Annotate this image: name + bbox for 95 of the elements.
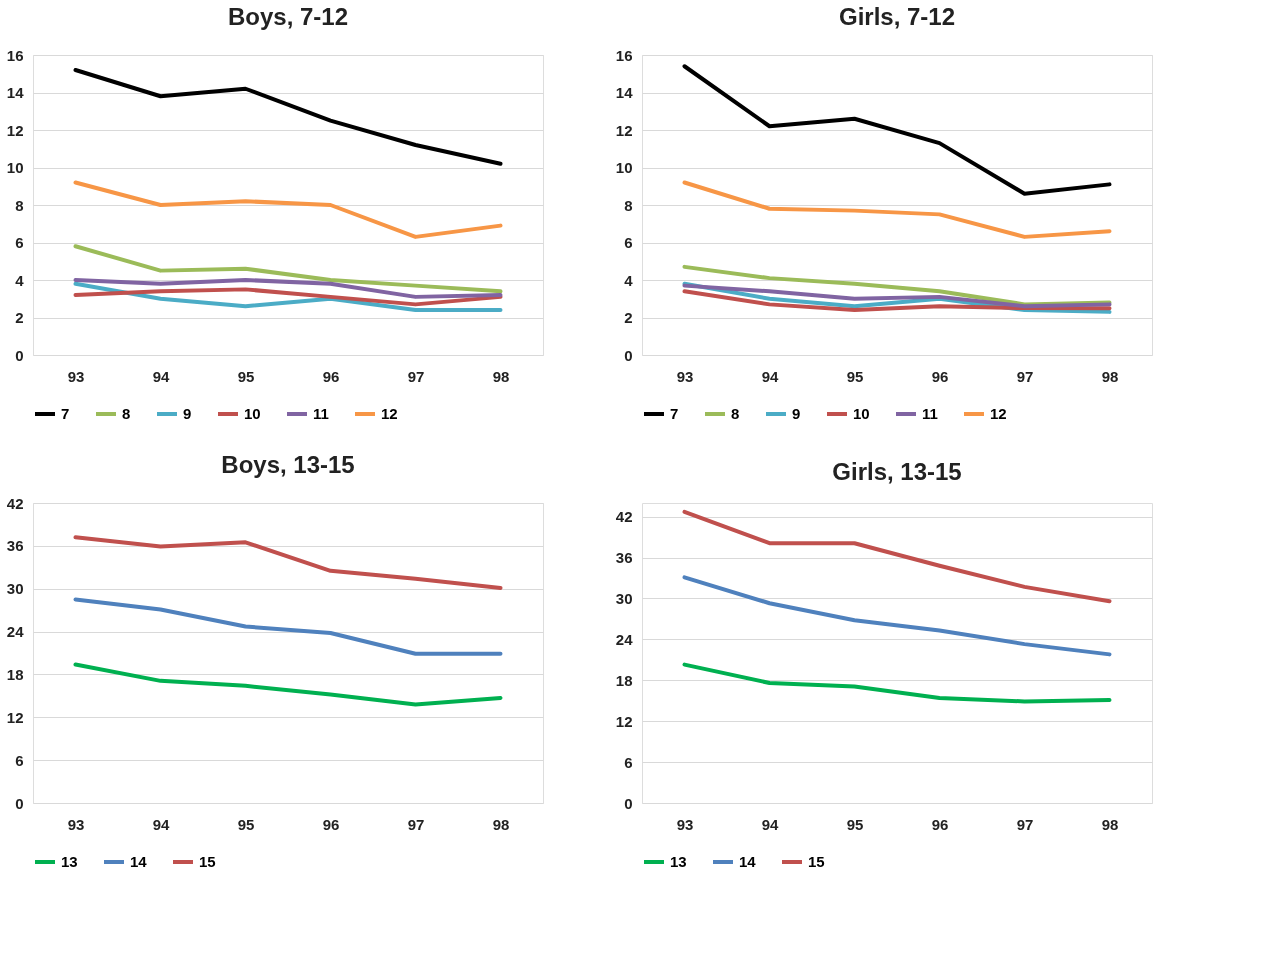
y-tick-label: 6 <box>624 234 633 251</box>
y-tick-label: 12 <box>6 121 24 139</box>
line-series <box>73 68 503 166</box>
line-series <box>682 64 1112 196</box>
legend-label: 9 <box>792 405 801 422</box>
y-tick-label: 2 <box>15 309 24 326</box>
x-tick-label: 95 <box>846 367 864 385</box>
y-tick-label: 36 <box>615 549 633 567</box>
y-tick-label: 36 <box>6 537 24 555</box>
legend-label: 13 <box>670 853 687 870</box>
line-series <box>682 509 1112 604</box>
legend-label: 14 <box>130 853 148 870</box>
line-series <box>682 180 1112 239</box>
x-tick-label: 95 <box>237 815 255 833</box>
y-tick-label: 4 <box>624 271 634 289</box>
y-tick-label: 24 <box>615 630 634 648</box>
line-series <box>682 289 1112 312</box>
y-tick-label: 6 <box>15 751 24 769</box>
x-tick-label: 94 <box>152 815 170 833</box>
legend-label: 12 <box>990 405 1007 422</box>
x-tick-label: 94 <box>152 367 170 385</box>
line-series <box>73 281 503 312</box>
legend-label: 7 <box>670 405 679 422</box>
line-series <box>73 278 503 299</box>
x-tick-label: 93 <box>67 367 85 385</box>
x-tick-label: 95 <box>237 367 255 385</box>
x-tick-label: 97 <box>1016 815 1034 833</box>
line-series <box>682 575 1112 657</box>
legend-label: 15 <box>199 853 216 870</box>
x-tick-label: 97 <box>1016 367 1034 385</box>
legend-label: 13 <box>61 853 78 870</box>
y-tick-label: 42 <box>615 508 633 526</box>
legend-label: 15 <box>808 853 825 870</box>
y-tick-label: 0 <box>15 794 24 812</box>
legend-label: 9 <box>183 405 192 422</box>
x-tick-label: 96 <box>931 815 949 833</box>
y-tick-label: 0 <box>624 346 633 364</box>
y-tick-label: 18 <box>615 671 633 689</box>
y-tick-label: 12 <box>6 708 24 726</box>
y-tick-label: 16 <box>6 46 24 64</box>
legend-label: 11 <box>922 405 938 422</box>
line-series <box>682 662 1112 704</box>
x-tick-label: 96 <box>931 367 949 385</box>
y-tick-label: 14 <box>6 84 25 101</box>
y-tick-label: 12 <box>615 121 633 139</box>
y-tick-label: 0 <box>624 794 633 812</box>
x-tick-label: 97 <box>407 367 425 385</box>
x-tick-label: 93 <box>676 367 694 385</box>
legend-label: 14 <box>739 853 757 870</box>
y-tick-label: 18 <box>6 665 24 683</box>
y-tick-label: 14 <box>615 84 634 101</box>
legend-label: 10 <box>244 405 261 422</box>
y-tick-label: 16 <box>615 46 633 64</box>
y-tick-label: 24 <box>6 623 25 641</box>
y-tick-label: 4 <box>15 271 25 289</box>
x-tick-label: 94 <box>761 815 779 833</box>
y-tick-label: 8 <box>15 196 24 214</box>
y-tick-label: 10 <box>6 159 24 176</box>
chart-title: Girls, 7-12 <box>838 3 956 30</box>
legend-label: 10 <box>853 405 870 422</box>
y-tick-label: 2 <box>624 309 633 326</box>
line-series <box>73 244 503 294</box>
line-series <box>73 535 503 590</box>
legend-label: 8 <box>731 405 740 422</box>
legend-label: 12 <box>381 405 398 422</box>
x-tick-label: 98 <box>492 367 510 385</box>
chart-title: Boys, 7-12 <box>227 3 349 30</box>
x-tick-label: 97 <box>407 815 425 833</box>
x-tick-label: 95 <box>846 815 864 833</box>
y-tick-label: 6 <box>624 753 633 771</box>
x-tick-label: 93 <box>676 815 694 833</box>
x-tick-label: 98 <box>1101 815 1119 833</box>
line-series <box>73 662 503 707</box>
y-tick-label: 42 <box>6 494 24 512</box>
y-tick-label: 30 <box>615 589 633 607</box>
y-tick-label: 8 <box>624 196 633 214</box>
legend-label: 11 <box>313 405 329 422</box>
x-tick-label: 98 <box>492 815 510 833</box>
y-tick-label: 6 <box>15 234 24 251</box>
line-series <box>73 287 503 307</box>
legend-label: 7 <box>61 405 70 422</box>
legend-label: 8 <box>122 405 131 422</box>
x-tick-label: 98 <box>1101 367 1119 385</box>
line-series <box>73 597 503 656</box>
x-tick-label: 94 <box>761 367 779 385</box>
x-tick-label: 93 <box>67 815 85 833</box>
chart-title: Girls, 13-15 <box>832 458 962 485</box>
line-series <box>73 180 503 239</box>
y-tick-label: 30 <box>6 580 24 598</box>
chart-title: Boys, 13-15 <box>221 451 355 478</box>
x-tick-label: 96 <box>322 815 340 833</box>
y-tick-label: 12 <box>615 712 633 730</box>
y-tick-label: 10 <box>615 159 633 176</box>
y-tick-label: 0 <box>15 346 24 364</box>
x-tick-label: 96 <box>322 367 340 385</box>
